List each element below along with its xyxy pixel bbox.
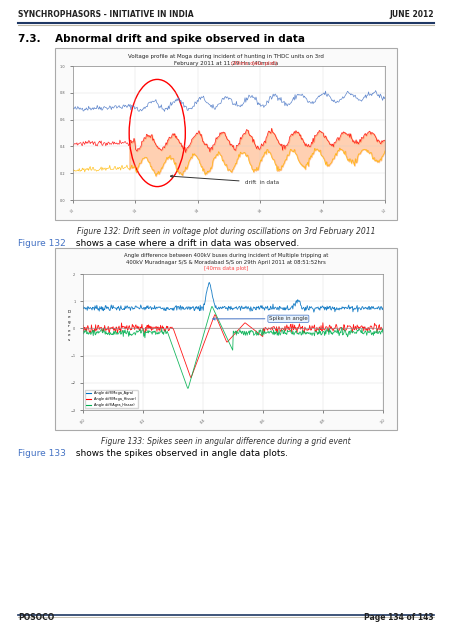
- Text: Figure 132: Figure 132: [18, 239, 65, 248]
- Y-axis label: D
e
g
r
e
e
s: D e g r e e s: [67, 310, 70, 342]
- Text: Figure 133: Spikes seen in angular difference during a grid event: Figure 133: Spikes seen in angular diffe…: [101, 437, 350, 446]
- Text: Voltage profile at Moga during incident of hunting in THDC units on 3rd: Voltage profile at Moga during incident …: [128, 54, 323, 59]
- FancyBboxPatch shape: [55, 248, 396, 430]
- Text: shows the spikes observed in angle data plots.: shows the spikes observed in angle data …: [73, 449, 287, 458]
- FancyBboxPatch shape: [55, 48, 396, 220]
- Text: (40ms data plot): (40ms data plot): [230, 61, 276, 66]
- Text: 7.3.    Abnormal drift and spike observed in data: 7.3. Abnormal drift and spike observed i…: [18, 34, 304, 44]
- Text: Figure 132: Drift seen in voltage plot during oscillations on 3rd February 2011: Figure 132: Drift seen in voltage plot d…: [77, 227, 374, 236]
- Text: [40ms data plot]: [40ms data plot]: [203, 266, 248, 271]
- Text: Page 134 of 143: Page 134 of 143: [364, 613, 433, 622]
- Text: SYNCHROPHASORS - INITIATIVE IN INDIA: SYNCHROPHASORS - INITIATIVE IN INDIA: [18, 10, 193, 19]
- Text: Angle difference between 400kV buses during incident of Multiple tripping at: Angle difference between 400kV buses dur…: [124, 253, 327, 258]
- Text: shows a case where a drift in data was observed.: shows a case where a drift in data was o…: [73, 239, 299, 248]
- Text: February 2011 at 11:29 Hrs (40ms da: February 2011 at 11:29 Hrs (40ms da: [174, 61, 277, 66]
- Text: JUNE 2012: JUNE 2012: [389, 10, 433, 19]
- Legend: Angle diff(Moga_Agra), Angle diff(Moga_Hissar), Angle diff(Agra_Hissar): Angle diff(Moga_Agra), Angle diff(Moga_H…: [84, 390, 137, 408]
- Text: Spike in angle: Spike in angle: [212, 316, 307, 321]
- Text: POSOCO: POSOCO: [18, 613, 54, 622]
- Text: Figure 133: Figure 133: [18, 449, 66, 458]
- Text: drift  in data: drift in data: [170, 175, 278, 185]
- Text: 400kV Muradnagar S/S & Moradabad S/S on 29th April 2011 at 08:51:52hrs: 400kV Muradnagar S/S & Moradabad S/S on …: [126, 260, 325, 265]
